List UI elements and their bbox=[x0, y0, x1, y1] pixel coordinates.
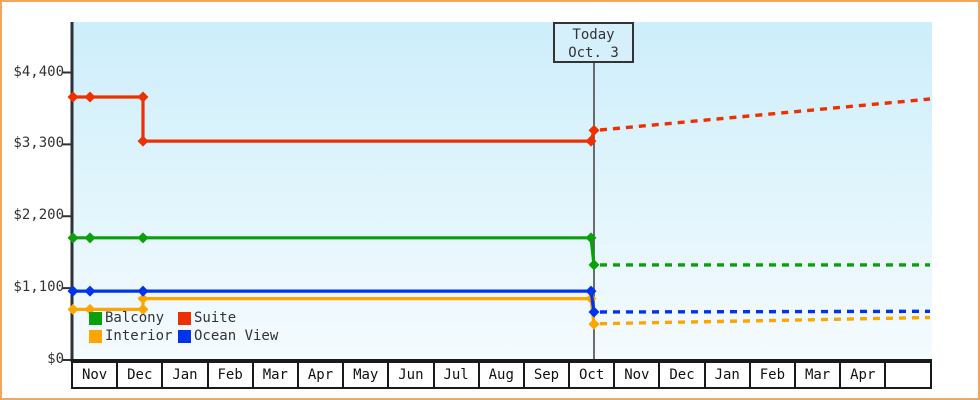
month-cell: Jan bbox=[161, 361, 209, 389]
month-cell: Apr bbox=[839, 361, 887, 389]
month-cell: Dec bbox=[658, 361, 706, 389]
legend-item-suite: Suite bbox=[178, 310, 278, 326]
y-axis-label: $0 bbox=[47, 351, 64, 367]
month-cell: Jun bbox=[387, 361, 435, 389]
month-cell: Nov bbox=[613, 361, 661, 389]
today-marker-box: Today Oct. 3 bbox=[553, 22, 634, 63]
month-cell: Oct bbox=[568, 361, 616, 389]
month-cell: Jul bbox=[432, 361, 480, 389]
x-axis-month-row: Nov Dec Jan Feb Mar Apr May Jun Jul Aug Sep Oct Nov D… bbox=[71, 361, 932, 389]
month-cell: Feb bbox=[748, 361, 796, 389]
month-cell: Nov bbox=[71, 361, 119, 389]
month-cell: Mar bbox=[251, 361, 299, 389]
month-cell: Jan bbox=[703, 361, 751, 389]
legend-item-interior: Interior bbox=[89, 328, 178, 344]
y-axis-label: $4,400 bbox=[13, 63, 64, 80]
ocean-view-color-swatch-icon bbox=[178, 329, 191, 343]
month-cell: Mar bbox=[794, 361, 842, 389]
legend-label: Ocean View bbox=[194, 328, 279, 344]
interior-color-swatch-icon bbox=[89, 329, 102, 343]
month-cell-empty bbox=[884, 361, 932, 389]
balcony-color-swatch-icon bbox=[89, 311, 102, 325]
today-label: Today bbox=[572, 27, 615, 43]
month-cell: Apr bbox=[296, 361, 345, 389]
month-cell: Feb bbox=[206, 361, 254, 389]
y-axis-label: $1,100 bbox=[13, 279, 64, 296]
month-cell: Aug bbox=[477, 361, 525, 389]
legend-label: Interior bbox=[105, 328, 173, 344]
month-cell: Sep bbox=[522, 361, 571, 389]
legend-label: Suite bbox=[194, 310, 237, 326]
chart-legend: Balcony Suite Interior Ocean View bbox=[89, 310, 279, 344]
suite-color-swatch-icon bbox=[178, 311, 191, 325]
y-axis-label: $2,200 bbox=[13, 207, 64, 224]
today-date: Oct. 3 bbox=[568, 45, 619, 61]
y-axis-label: $3,300 bbox=[13, 135, 64, 152]
legend-item-ocean-view: Ocean View bbox=[178, 328, 279, 344]
month-cell: Dec bbox=[116, 361, 164, 389]
legend-label: Balcony bbox=[105, 310, 165, 326]
month-cell: May bbox=[342, 361, 390, 389]
legend-item-balcony: Balcony bbox=[89, 310, 178, 326]
